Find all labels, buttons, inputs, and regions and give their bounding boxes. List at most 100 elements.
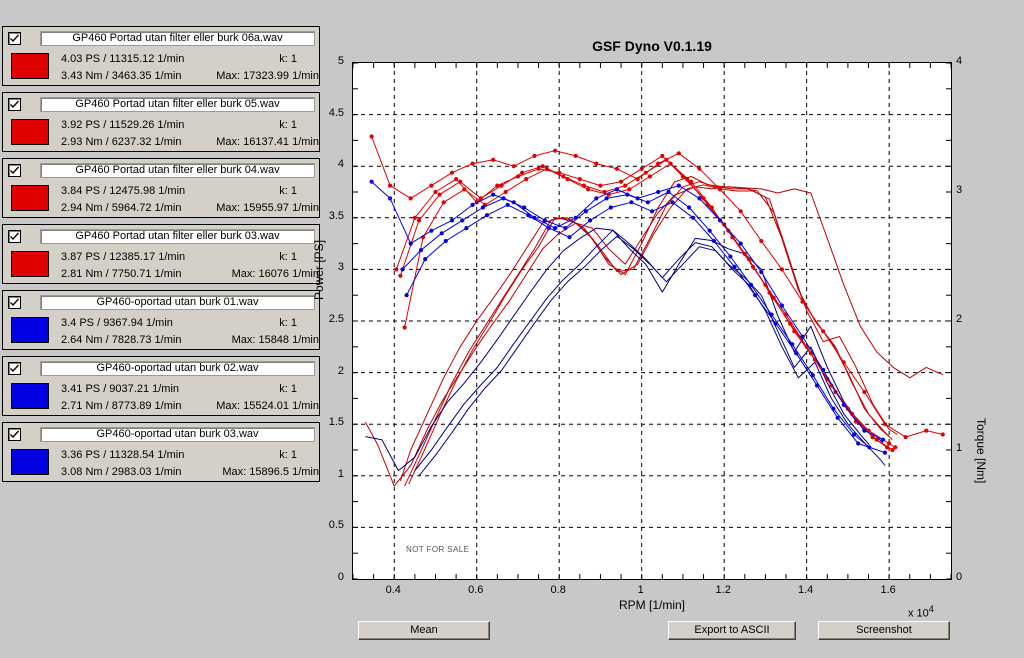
series-data-point: [462, 187, 467, 192]
series-peak-values: 3.87 PS / 12385.17 1/min 2.81 Nm / 7750.7…: [61, 249, 211, 283]
series-color-swatch[interactable]: [11, 383, 49, 409]
legend-entry[interactable]: GP460 Portad utan filter eller burk 05.w…: [2, 92, 320, 152]
series-max-rpm: Max: 15848 1/min: [231, 334, 319, 346]
x-axis-tick: 0.4: [385, 584, 401, 596]
series-data-point: [856, 441, 861, 446]
series-data-point: [565, 177, 570, 182]
series-data-point: [470, 161, 475, 166]
series-visibility-checkbox[interactable]: [8, 230, 21, 243]
series-data-point: [627, 187, 632, 192]
series-data-point: [854, 419, 859, 424]
export-to-ascii-button[interactable]: Export to ASCII: [668, 621, 796, 640]
series-data-point: [645, 200, 650, 205]
series-data-point: [594, 196, 599, 201]
legend-entry[interactable]: GP460 Portad utan filter eller burk 03.w…: [2, 224, 320, 284]
legend-entry[interactable]: GP460-oportad utan burk 02.wav 3.41 PS / …: [2, 356, 320, 416]
series-data-point: [619, 179, 624, 184]
series-data-point: [814, 383, 820, 388]
series-color-swatch[interactable]: [11, 53, 49, 79]
series-data-point: [794, 351, 799, 356]
y-axis-tick-left: 3: [337, 261, 344, 274]
legend-entry[interactable]: GP460 Portad utan filter eller burk 04.w…: [2, 158, 320, 218]
series-color-swatch[interactable]: [11, 317, 49, 343]
series-data-point: [588, 218, 593, 223]
dyno-plot[interactable]: [352, 62, 952, 580]
x-axis-tick: 1.2: [715, 584, 731, 596]
series-data-point: [800, 334, 805, 339]
series-data-point: [598, 183, 603, 188]
series-data-point: [402, 325, 407, 330]
series-color-swatch[interactable]: [11, 185, 49, 211]
series-data-point: [408, 196, 413, 201]
check-icon: [10, 34, 19, 42]
series-data-point: [728, 254, 733, 259]
series-data-point: [887, 441, 892, 446]
series-max-rpm: Max: 16137.41 1/min: [216, 136, 319, 148]
series-data-point: [614, 187, 619, 192]
series-data-point: [940, 432, 945, 437]
series-visibility-checkbox[interactable]: [8, 428, 21, 441]
series-data-point: [660, 153, 665, 158]
series-data-point: [542, 218, 547, 223]
series-filename[interactable]: GP460-oportad utan burk 01.wav: [40, 295, 315, 310]
series-data-point: [520, 170, 525, 175]
check-icon: [10, 166, 19, 174]
series-data-point: [583, 209, 589, 214]
series-curve-torque: [406, 201, 886, 454]
series-visibility-checkbox[interactable]: [8, 98, 21, 111]
series-k-factor: k: 1: [279, 449, 297, 461]
legend-entry[interactable]: GP460-oportad utan burk 01.wav 3.4 PS / 9…: [2, 290, 320, 350]
series-k-factor: k: 1: [279, 317, 297, 329]
series-curve-power: [365, 227, 884, 472]
series-data-point: [429, 183, 434, 188]
series-color-swatch[interactable]: [11, 449, 49, 475]
series-data-point: [470, 202, 475, 207]
screenshot-button[interactable]: Screenshot: [818, 621, 950, 640]
y-axis-tick-left: 4.5: [328, 106, 344, 119]
series-filename[interactable]: GP460 Portad utan filter eller burk 04.w…: [40, 163, 315, 178]
y-axis-tick-left: 4: [337, 158, 344, 171]
series-meta-values: k: 1 Max: 15955.97 1/min: [203, 183, 319, 217]
check-icon: [10, 100, 19, 108]
series-color-swatch[interactable]: [11, 251, 49, 277]
series-data-point: [458, 179, 463, 184]
check-icon: [10, 298, 19, 306]
check-icon: [10, 232, 19, 240]
series-data-point: [870, 435, 875, 440]
series-visibility-checkbox[interactable]: [8, 164, 21, 177]
series-color-swatch[interactable]: [11, 119, 49, 145]
series-curve-power: [418, 235, 886, 477]
mean-button[interactable]: Mean: [358, 621, 490, 640]
series-filename[interactable]: GP460 Portad utan filter eller burk 06a.…: [40, 31, 315, 46]
legend-entry[interactable]: GP460 Portad utan filter eller burk 06a.…: [2, 26, 320, 86]
series-data-point: [526, 213, 531, 218]
series-data-point: [449, 170, 455, 175]
series-meta-values: k: 1 Max: 16076 1/min: [203, 249, 319, 283]
series-k-factor: k: 1: [279, 53, 297, 65]
series-data-point: [709, 205, 714, 210]
series-data-point: [639, 166, 644, 171]
series-k-factor: k: 1: [279, 251, 297, 263]
series-data-point: [800, 299, 805, 304]
series-visibility-checkbox[interactable]: [8, 362, 21, 375]
series-visibility-checkbox[interactable]: [8, 32, 21, 45]
series-curve-torque: [404, 163, 893, 451]
y-axis-tick-left: 0.5: [328, 519, 344, 532]
x-axis-label: RPM [1/min]: [618, 598, 685, 612]
series-data-point: [629, 200, 634, 205]
series-data-point: [505, 202, 510, 207]
x-axis-multiplier: x 104: [908, 604, 934, 620]
series-filename[interactable]: GP460-oportad utan burk 03.wav: [40, 427, 315, 442]
series-data-point: [614, 166, 619, 171]
x-axis-tick: 1.6: [880, 584, 896, 596]
check-icon: [10, 430, 19, 438]
series-visibility-checkbox[interactable]: [8, 296, 21, 309]
series-data-point: [880, 437, 886, 442]
legend-entry[interactable]: GP460-oportad utan burk 03.wav 3.36 PS / …: [2, 422, 320, 482]
series-filename[interactable]: GP460 Portad utan filter eller burk 05.w…: [40, 97, 315, 112]
series-max-rpm: Max: 15896.5 1/min: [222, 466, 319, 478]
series-filename[interactable]: GP460 Portad utan filter eller burk 03.w…: [40, 229, 315, 244]
series-data-point: [511, 164, 516, 169]
series-filename[interactable]: GP460-oportad utan burk 02.wav: [40, 361, 315, 376]
series-data-point: [404, 293, 409, 298]
